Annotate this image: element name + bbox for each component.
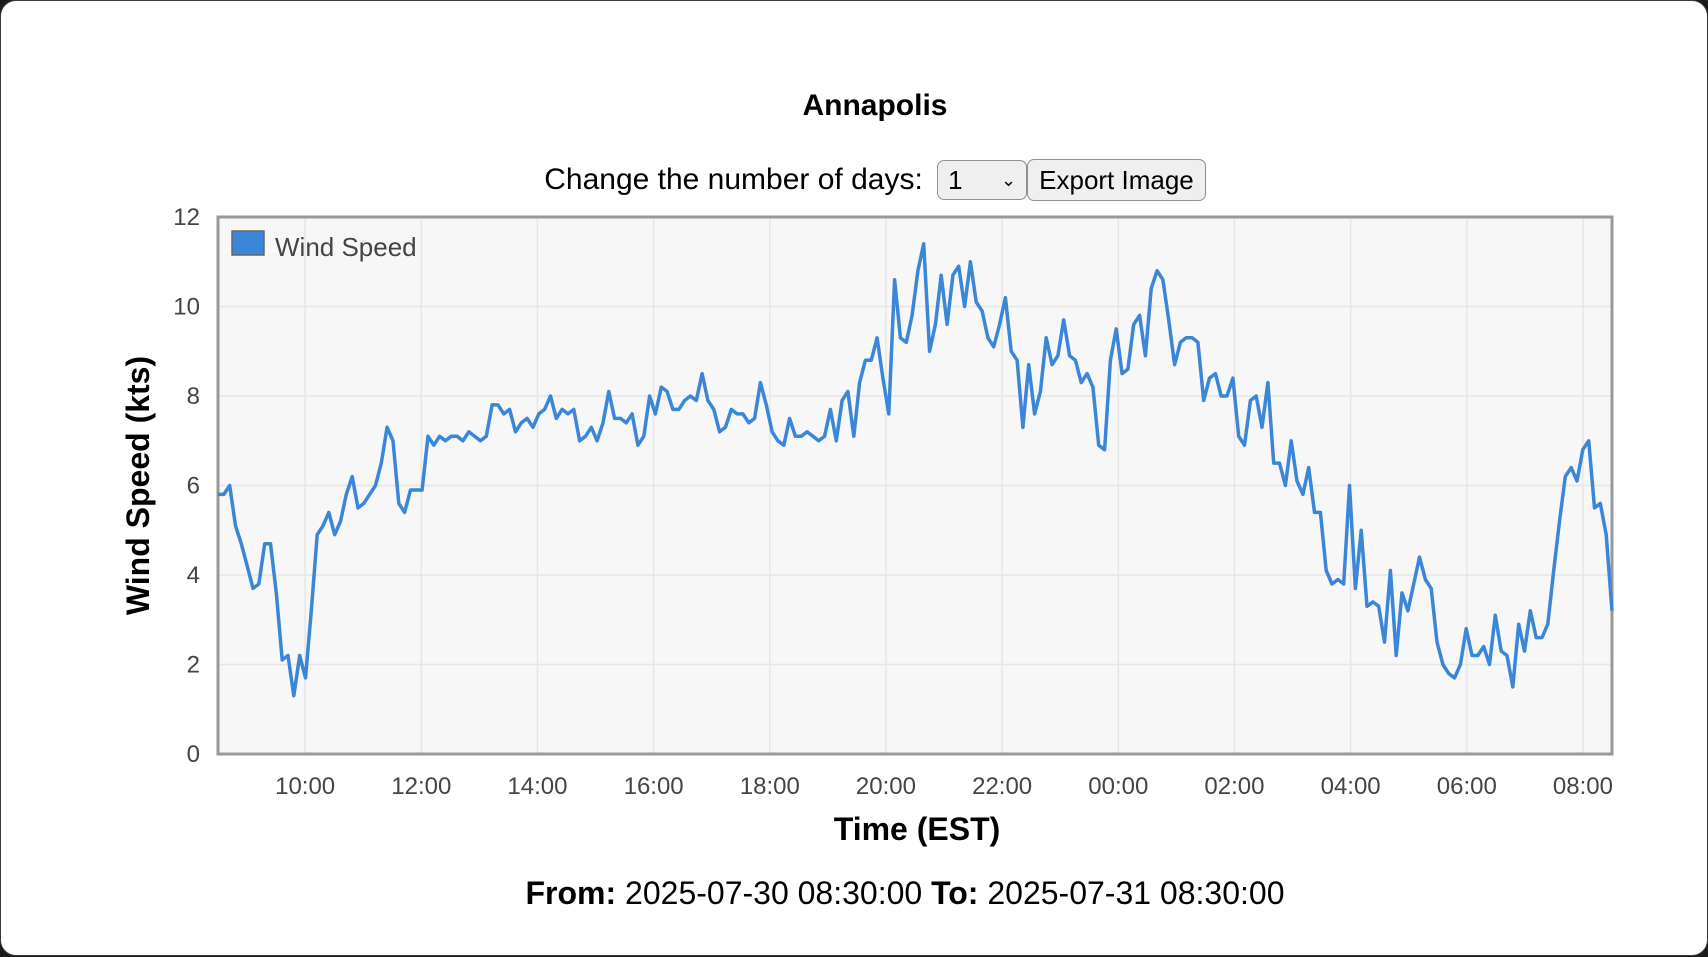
x-tick-label: 04:00 bbox=[1321, 773, 1381, 800]
series-line-wind-speed bbox=[218, 242, 1614, 698]
days-select[interactable]: 1 ⌄ bbox=[937, 160, 1028, 200]
plot-border bbox=[216, 215, 1614, 756]
x-axis-title: Time (EST) bbox=[834, 811, 1001, 847]
x-tick-label: 18:00 bbox=[740, 773, 800, 800]
x-tick-label: 06:00 bbox=[1437, 773, 1497, 800]
legend-swatch bbox=[231, 230, 265, 256]
x-tick-label: 02:00 bbox=[1204, 773, 1264, 800]
x-tick-label: 14:00 bbox=[507, 773, 567, 800]
chevron-down-icon: ⌄ bbox=[1001, 170, 1017, 190]
y-tick-label: 2 bbox=[187, 652, 200, 679]
axes: 0 2 4 6 8 10 12 10:00 12:00 14:00 16:00 18:00 20:00 2… bbox=[120, 204, 1613, 847]
y-axis-title: Wind Speed (kts) bbox=[120, 356, 156, 615]
to-value: 2025-07-31 08:30:00 bbox=[987, 875, 1285, 911]
from-label: From: bbox=[525, 875, 617, 911]
days-label: Change the number of days: bbox=[544, 163, 923, 196]
y-tick-label: 12 bbox=[173, 204, 200, 231]
export-image-button[interactable]: Export Image bbox=[1027, 159, 1206, 201]
x-tick-label: 12:00 bbox=[391, 773, 451, 800]
x-tick-label: 22:00 bbox=[972, 773, 1032, 800]
x-tick-label: 10:00 bbox=[275, 773, 335, 800]
controls-row: Change the number of days: 1 ⌄ Export Im… bbox=[1, 159, 1708, 201]
chart-title: Annapolis bbox=[802, 89, 948, 122]
y-tick-label: 6 bbox=[187, 473, 200, 500]
days-select-value: 1 bbox=[948, 165, 963, 195]
x-tick-label: 20:00 bbox=[856, 773, 916, 800]
legend-label: Wind Speed bbox=[275, 232, 417, 262]
to-label: To: bbox=[931, 875, 979, 911]
y-tick-label: 8 bbox=[187, 383, 200, 410]
legend: Wind Speed bbox=[231, 230, 417, 262]
plot-area bbox=[216, 215, 1614, 756]
x-tick-label: 00:00 bbox=[1088, 773, 1148, 800]
y-tick-label: 4 bbox=[187, 562, 200, 589]
series-layer bbox=[218, 242, 1614, 698]
date-range: From: 2025-07-30 08:30:00 To: 2025-07-31… bbox=[1, 875, 1708, 912]
y-tick-label: 0 bbox=[187, 741, 200, 768]
x-tick-label: 08:00 bbox=[1553, 773, 1613, 800]
y-tick-label: 10 bbox=[173, 294, 200, 321]
x-tick-label: 16:00 bbox=[624, 773, 684, 800]
from-value: 2025-07-30 08:30:00 bbox=[625, 875, 923, 911]
